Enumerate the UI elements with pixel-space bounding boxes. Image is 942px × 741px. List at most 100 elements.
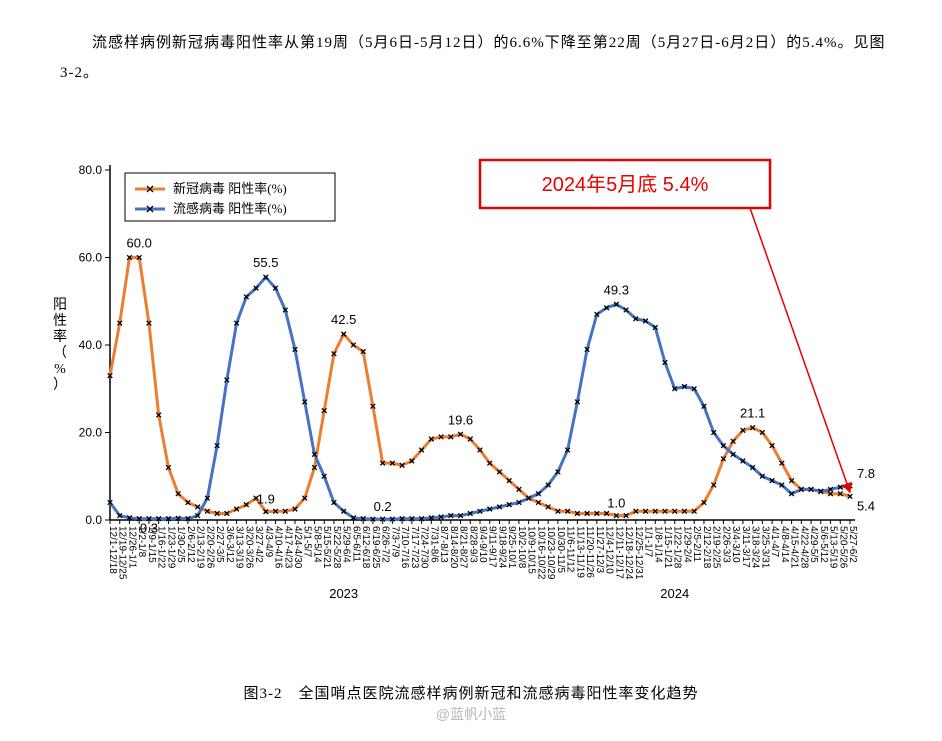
svg-text:80.0: 80.0 <box>79 163 103 177</box>
svg-text:0.3: 0.3 <box>140 521 158 536</box>
svg-text:4/10-4/16: 4/10-4/16 <box>273 526 284 569</box>
svg-text:2/26-3/3: 2/26-3/3 <box>720 526 731 563</box>
svg-text:新冠病毒 阳性率(%): 新冠病毒 阳性率(%) <box>173 181 287 196</box>
svg-text:流感病毒 阳性率(%): 流感病毒 阳性率(%) <box>173 201 287 216</box>
svg-text:7/24-7/30: 7/24-7/30 <box>419 526 430 569</box>
svg-text:1/29-2/4: 1/29-2/4 <box>681 526 692 563</box>
svg-text:60.0: 60.0 <box>127 236 152 251</box>
svg-text:12/11-12/17: 12/11-12/17 <box>613 526 624 579</box>
svg-text:1/23-1/29: 1/23-1/29 <box>165 526 176 569</box>
svg-text:10/2-10/8: 10/2-10/8 <box>516 526 527 569</box>
svg-text:10/23-10/29: 10/23-10/29 <box>545 526 556 580</box>
svg-text:40.0: 40.0 <box>79 338 103 352</box>
svg-text:阳: 阳 <box>53 297 67 313</box>
figure-caption: 图3-2 全国哨点医院流感样病例新冠和流感病毒阳性率变化趋势 <box>0 682 942 703</box>
svg-text:5/29-6/4: 5/29-6/4 <box>341 526 352 563</box>
svg-text:9/11-9/17: 9/11-9/17 <box>487 526 498 568</box>
svg-text:5/22-5/28: 5/22-5/28 <box>331 526 342 569</box>
svg-text:率: 率 <box>53 328 67 345</box>
svg-text:12/18-12/24: 12/18-12/24 <box>623 526 634 580</box>
svg-text:6/26-7/2: 6/26-7/2 <box>380 526 391 563</box>
svg-text:7/31-8/6: 7/31-8/6 <box>428 526 439 563</box>
svg-text:9/25-10/1: 9/25-10/1 <box>506 526 517 569</box>
svg-text:1/22-1/28: 1/22-1/28 <box>672 526 683 569</box>
svg-text:10/9-10/15: 10/9-10/15 <box>526 526 537 574</box>
svg-text:49.3: 49.3 <box>604 282 629 297</box>
svg-text:5/13-5/19: 5/13-5/19 <box>828 526 839 569</box>
watermark: @蓝帆小蓝 <box>0 704 942 724</box>
svg-text:9/18-9/24: 9/18-9/24 <box>496 526 507 569</box>
svg-text:1/1-1/7: 1/1-1/7 <box>643 526 654 558</box>
svg-text:10/16-10/22: 10/16-10/22 <box>535 526 546 580</box>
svg-text:12/26-1/1: 12/26-1/1 <box>126 526 137 569</box>
svg-text:2/6-2/12: 2/6-2/12 <box>185 526 196 563</box>
svg-text:4/24-4/30: 4/24-4/30 <box>292 526 303 569</box>
svg-text:7/3-7/9: 7/3-7/9 <box>389 526 400 558</box>
svg-text:2/20-2/26: 2/20-2/26 <box>204 526 215 569</box>
svg-text:7.8: 7.8 <box>857 466 875 481</box>
svg-text:12/19-12/25: 12/19-12/25 <box>117 526 128 580</box>
svg-text:12/25-12/31: 12/25-12/31 <box>633 526 644 580</box>
svg-text:3/11-3/17: 3/11-3/17 <box>740 526 751 568</box>
svg-text:3/13-3/19: 3/13-3/19 <box>234 526 245 569</box>
svg-text:4/3-4/9: 4/3-4/9 <box>263 526 274 558</box>
svg-text:5/6-5/12: 5/6-5/12 <box>818 526 829 563</box>
svg-text:1/30-2/5: 1/30-2/5 <box>175 526 186 563</box>
svg-text:7/17-7/23: 7/17-7/23 <box>409 526 420 569</box>
svg-text:0.2: 0.2 <box>374 499 392 514</box>
svg-text:8/14-8/20: 8/14-8/20 <box>448 526 459 569</box>
svg-text:5/27-6/2: 5/27-6/2 <box>847 526 858 563</box>
svg-text:5/20-5/26: 5/20-5/26 <box>837 526 848 569</box>
svg-text:10/30-11/5: 10/30-11/5 <box>555 526 566 574</box>
svg-text:4/8-4/14: 4/8-4/14 <box>779 526 790 563</box>
svg-text:3/20-3/26: 3/20-3/26 <box>243 526 254 569</box>
svg-text:5.4: 5.4 <box>857 498 875 513</box>
svg-text:2/12-2/18: 2/12-2/18 <box>701 526 712 569</box>
svg-text:0.0: 0.0 <box>85 513 102 527</box>
svg-text:4/22-4/28: 4/22-4/28 <box>798 526 809 569</box>
positivity-rate-chart: 0.020.040.060.080.0阳性率（%）12/1-12/1812/19… <box>50 140 880 610</box>
svg-text:6/12-6/18: 6/12-6/18 <box>360 526 371 569</box>
svg-text:8/28-9/3: 8/28-9/3 <box>467 526 478 563</box>
svg-text:42.5: 42.5 <box>331 312 356 327</box>
svg-text:1/8-1/14: 1/8-1/14 <box>652 526 663 563</box>
svg-text:11/20-11/26: 11/20-11/26 <box>584 526 595 578</box>
svg-text:6/19-6/25: 6/19-6/25 <box>370 526 381 569</box>
svg-text:4/29-5/5: 4/29-5/5 <box>808 526 819 563</box>
svg-text:2/13-2/19: 2/13-2/19 <box>195 526 206 569</box>
svg-text:11/6-11/12: 11/6-11/12 <box>565 526 576 573</box>
svg-text:55.5: 55.5 <box>253 255 278 270</box>
svg-text:5/1-5/7: 5/1-5/7 <box>302 526 313 558</box>
svg-text:11/13-11/19: 11/13-11/19 <box>574 526 585 578</box>
intro-paragraph: 流感样病例新冠病毒阳性率从第19周（5月6日-5月12日）的6.6%下降至第22… <box>60 28 890 88</box>
svg-text:12/1-12/18: 12/1-12/18 <box>107 526 118 574</box>
svg-text:8/21-8/27: 8/21-8/27 <box>458 526 469 569</box>
svg-text:4/15-4/21: 4/15-4/21 <box>789 526 800 569</box>
svg-text:3/18-3/24: 3/18-3/24 <box>750 526 761 569</box>
svg-text:21.1: 21.1 <box>740 406 765 421</box>
svg-text:11/27-12/3: 11/27-12/3 <box>594 526 605 574</box>
svg-text:9/4-9/10: 9/4-9/10 <box>477 526 488 563</box>
svg-text:4/17-4/23: 4/17-4/23 <box>282 526 293 569</box>
svg-text:6/5-6/11: 6/5-6/11 <box>350 526 361 562</box>
svg-text:1.9: 1.9 <box>257 492 275 507</box>
svg-text:3/27-4/2: 3/27-4/2 <box>253 526 264 563</box>
svg-text:2024年5月底 5.4%: 2024年5月底 5.4% <box>542 173 709 196</box>
svg-text:3/6-3/12: 3/6-3/12 <box>224 526 235 563</box>
svg-text:1.0: 1.0 <box>607 496 625 511</box>
svg-text:4/1-4/7: 4/1-4/7 <box>769 526 780 558</box>
svg-text:2/19-2/25: 2/19-2/25 <box>711 526 722 569</box>
svg-text:19.6: 19.6 <box>448 412 473 427</box>
svg-text:3/4-3/10: 3/4-3/10 <box>730 526 741 563</box>
svg-text:%: % <box>54 362 66 377</box>
svg-text:（: （ <box>53 345 67 361</box>
svg-text:7/10-7/16: 7/10-7/16 <box>399 526 410 569</box>
svg-text:8/7-8/13: 8/7-8/13 <box>438 526 449 563</box>
svg-text:20.0: 20.0 <box>79 426 103 440</box>
svg-text:60.0: 60.0 <box>79 251 103 265</box>
svg-text:5/8-5/14: 5/8-5/14 <box>311 526 322 563</box>
svg-text:5/15-5/21: 5/15-5/21 <box>321 526 332 569</box>
svg-text:2/5-2/11: 2/5-2/11 <box>691 526 702 562</box>
svg-text:3/25-3/31: 3/25-3/31 <box>759 526 770 569</box>
svg-text:2023: 2023 <box>329 586 358 601</box>
